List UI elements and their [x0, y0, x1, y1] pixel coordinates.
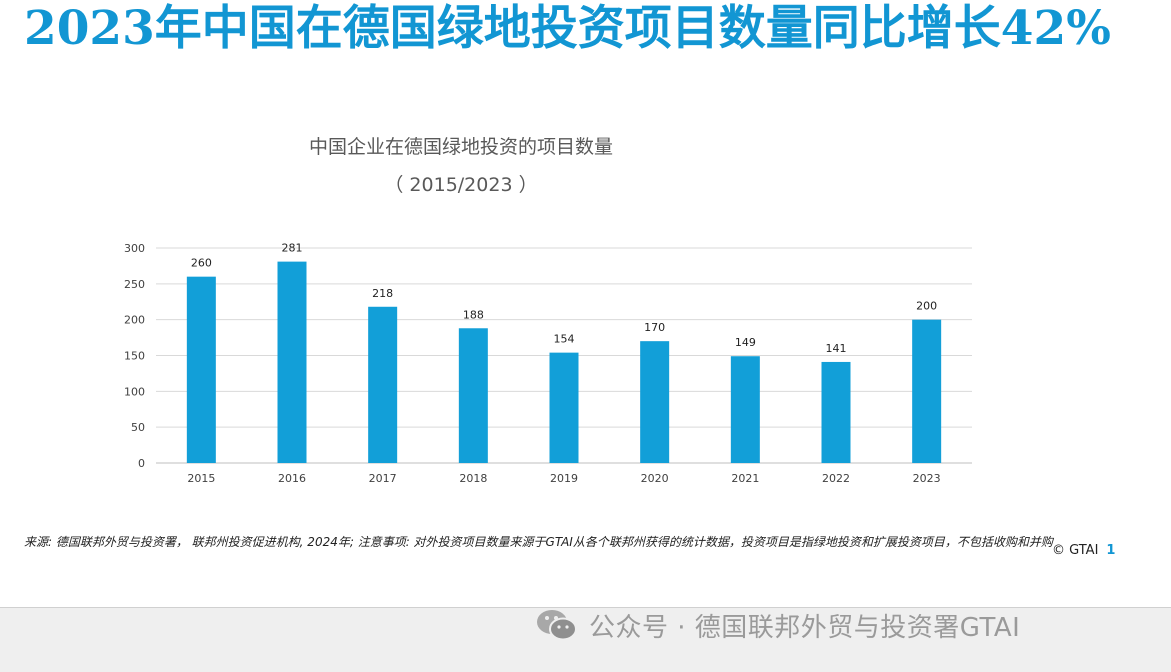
x-tick-label: 2019 [550, 472, 578, 485]
data-label: 170 [644, 321, 665, 334]
slide-headline: 2023年中国在德国绿地投资项目数量同比增长42% [24, 1, 1111, 56]
y-tick-label: 200 [124, 314, 145, 327]
y-tick-label: 250 [124, 278, 145, 291]
bar [277, 261, 307, 463]
bar [912, 319, 942, 463]
data-label: 149 [735, 336, 756, 349]
data-label: 260 [191, 257, 212, 270]
y-tick-label: 50 [131, 421, 145, 434]
x-tick-label: 2015 [187, 472, 215, 485]
wechat-icon [537, 610, 577, 641]
copyright-note: © GTAI 1 [1052, 543, 1115, 558]
bar [368, 306, 398, 463]
y-tick-label: 100 [124, 385, 145, 398]
x-tick-label: 2016 [278, 472, 306, 485]
data-label: 188 [463, 308, 484, 321]
source-footnote: 来源: 德国联邦外贸与投资署， 联邦州投资促进机构, 2024年; 注意事项: … [24, 535, 1053, 549]
y-tick-label: 0 [138, 457, 145, 470]
page-number: 1 [1106, 543, 1116, 558]
chart-subtitle: （ 2015/2023 ） [384, 174, 538, 196]
bar [186, 276, 216, 463]
x-tick-label: 2023 [913, 472, 941, 485]
x-tick-label: 2020 [641, 472, 669, 485]
chart-title: 中国企业在德国绿地投资的项目数量 [308, 136, 613, 158]
x-tick-label: 2018 [459, 472, 487, 485]
watermark: 公众号 · 德国联邦外贸与投资署GTAI [535, 605, 1020, 645]
bar [821, 361, 851, 463]
watermark-text: 公众号 · 德国联邦外贸与投资署GTAI [589, 612, 1021, 643]
x-tick-label: 2021 [731, 472, 759, 485]
bar [549, 352, 579, 463]
copyright-text: © GTAI [1052, 543, 1099, 558]
x-tick-label: 2017 [369, 472, 397, 485]
data-label: 154 [554, 333, 575, 346]
data-label: 141 [826, 342, 847, 355]
bar [730, 356, 760, 463]
watermark-band [0, 607, 1171, 672]
data-label: 281 [282, 242, 303, 255]
data-label: 218 [372, 287, 393, 300]
bar-chart: 0 50 100 150 200 250 300 260 2015 281 2016 218 2017 1… [124, 242, 972, 485]
bar [640, 341, 670, 463]
y-tick-label: 300 [124, 242, 145, 255]
y-tick-label: 150 [124, 350, 145, 363]
x-tick-label: 2022 [822, 472, 850, 485]
data-label: 200 [916, 300, 937, 313]
bar [458, 328, 488, 463]
